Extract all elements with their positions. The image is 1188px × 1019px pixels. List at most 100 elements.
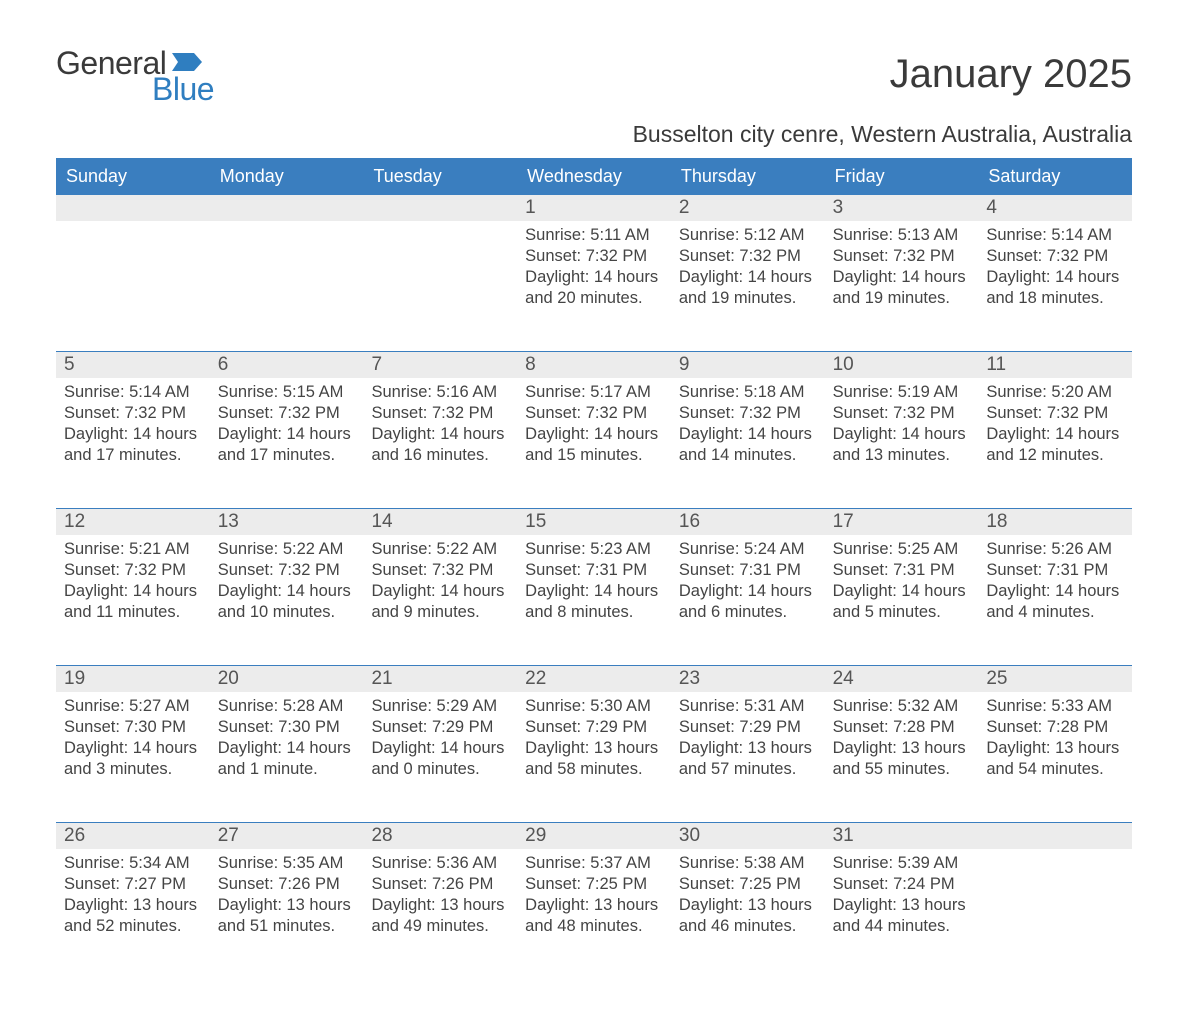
day-cell: Sunrise: 5:29 AMSunset: 7:29 PMDaylight:… [363, 692, 517, 822]
day-cell: Sunrise: 5:31 AMSunset: 7:29 PMDaylight:… [671, 692, 825, 822]
flag-icon [172, 50, 208, 74]
day-info: Sunrise: 5:35 AMSunset: 7:26 PMDaylight:… [210, 849, 364, 937]
day-info: Sunrise: 5:12 AMSunset: 7:32 PMDaylight:… [671, 221, 825, 309]
day-cell [210, 221, 364, 351]
day-number: 17 [825, 509, 979, 535]
day-cell: Sunrise: 5:13 AMSunset: 7:32 PMDaylight:… [825, 221, 979, 351]
calendar-page: General Blue January 2025 Busselton city… [0, 0, 1188, 1019]
day-number: 20 [210, 666, 364, 692]
day-cell: Sunrise: 5:23 AMSunset: 7:31 PMDaylight:… [517, 535, 671, 665]
day-number: 25 [978, 666, 1132, 692]
week-row: Sunrise: 5:34 AMSunset: 7:27 PMDaylight:… [56, 849, 1132, 979]
header-row: General Blue January 2025 [56, 48, 1132, 105]
day-info: Sunrise: 5:15 AMSunset: 7:32 PMDaylight:… [210, 378, 364, 466]
brand-logo: General Blue [56, 48, 214, 105]
day-cell: Sunrise: 5:18 AMSunset: 7:32 PMDaylight:… [671, 378, 825, 508]
day-number-row: 1234 [56, 195, 1132, 221]
day-number: 13 [210, 509, 364, 535]
day-cell: Sunrise: 5:14 AMSunset: 7:32 PMDaylight:… [978, 221, 1132, 351]
day-info: Sunrise: 5:33 AMSunset: 7:28 PMDaylight:… [978, 692, 1132, 780]
day-number: 31 [825, 823, 979, 849]
day-cell: Sunrise: 5:14 AMSunset: 7:32 PMDaylight:… [56, 378, 210, 508]
day-info: Sunrise: 5:14 AMSunset: 7:32 PMDaylight:… [978, 221, 1132, 309]
day-cell: Sunrise: 5:33 AMSunset: 7:28 PMDaylight:… [978, 692, 1132, 822]
day-info: Sunrise: 5:13 AMSunset: 7:32 PMDaylight:… [825, 221, 979, 309]
day-cell [363, 221, 517, 351]
day-number: 7 [363, 352, 517, 378]
day-number-row: 567891011 [56, 351, 1132, 378]
day-cell: Sunrise: 5:34 AMSunset: 7:27 PMDaylight:… [56, 849, 210, 979]
day-number: 3 [825, 195, 979, 221]
day-number: 9 [671, 352, 825, 378]
day-info: Sunrise: 5:14 AMSunset: 7:32 PMDaylight:… [56, 378, 210, 466]
day-cell: Sunrise: 5:39 AMSunset: 7:24 PMDaylight:… [825, 849, 979, 979]
week-row: Sunrise: 5:27 AMSunset: 7:30 PMDaylight:… [56, 692, 1132, 822]
day-number: 15 [517, 509, 671, 535]
day-info: Sunrise: 5:23 AMSunset: 7:31 PMDaylight:… [517, 535, 671, 623]
day-info: Sunrise: 5:36 AMSunset: 7:26 PMDaylight:… [363, 849, 517, 937]
calendar-grid: SundayMondayTuesdayWednesdayThursdayFrid… [56, 158, 1132, 979]
day-number: 4 [978, 195, 1132, 221]
day-number: 23 [671, 666, 825, 692]
day-number-row: 262728293031 [56, 822, 1132, 849]
day-info: Sunrise: 5:34 AMSunset: 7:27 PMDaylight:… [56, 849, 210, 937]
week-row: Sunrise: 5:11 AMSunset: 7:32 PMDaylight:… [56, 221, 1132, 351]
day-number: 28 [363, 823, 517, 849]
day-info: Sunrise: 5:20 AMSunset: 7:32 PMDaylight:… [978, 378, 1132, 466]
day-number: 12 [56, 509, 210, 535]
day-info: Sunrise: 5:30 AMSunset: 7:29 PMDaylight:… [517, 692, 671, 780]
day-cell: Sunrise: 5:17 AMSunset: 7:32 PMDaylight:… [517, 378, 671, 508]
day-info: Sunrise: 5:22 AMSunset: 7:32 PMDaylight:… [210, 535, 364, 623]
day-cell: Sunrise: 5:24 AMSunset: 7:31 PMDaylight:… [671, 535, 825, 665]
weekday-header-cell: Saturday [978, 158, 1132, 195]
day-info: Sunrise: 5:28 AMSunset: 7:30 PMDaylight:… [210, 692, 364, 780]
day-cell: Sunrise: 5:28 AMSunset: 7:30 PMDaylight:… [210, 692, 364, 822]
day-number: 5 [56, 352, 210, 378]
day-info: Sunrise: 5:17 AMSunset: 7:32 PMDaylight:… [517, 378, 671, 466]
day-number: 16 [671, 509, 825, 535]
weekday-header-cell: Friday [825, 158, 979, 195]
day-cell: Sunrise: 5:36 AMSunset: 7:26 PMDaylight:… [363, 849, 517, 979]
day-info: Sunrise: 5:27 AMSunset: 7:30 PMDaylight:… [56, 692, 210, 780]
day-cell: Sunrise: 5:16 AMSunset: 7:32 PMDaylight:… [363, 378, 517, 508]
weekday-header-cell: Sunday [56, 158, 210, 195]
day-info: Sunrise: 5:24 AMSunset: 7:31 PMDaylight:… [671, 535, 825, 623]
day-cell: Sunrise: 5:37 AMSunset: 7:25 PMDaylight:… [517, 849, 671, 979]
day-cell: Sunrise: 5:19 AMSunset: 7:32 PMDaylight:… [825, 378, 979, 508]
day-number [978, 823, 1132, 849]
weekday-header-cell: Monday [210, 158, 364, 195]
day-number: 26 [56, 823, 210, 849]
day-cell: Sunrise: 5:12 AMSunset: 7:32 PMDaylight:… [671, 221, 825, 351]
day-info: Sunrise: 5:18 AMSunset: 7:32 PMDaylight:… [671, 378, 825, 466]
day-cell: Sunrise: 5:22 AMSunset: 7:32 PMDaylight:… [210, 535, 364, 665]
day-number-row: 12131415161718 [56, 508, 1132, 535]
day-cell: Sunrise: 5:15 AMSunset: 7:32 PMDaylight:… [210, 378, 364, 508]
day-cell: Sunrise: 5:21 AMSunset: 7:32 PMDaylight:… [56, 535, 210, 665]
weekday-header-cell: Tuesday [363, 158, 517, 195]
day-cell [56, 221, 210, 351]
day-cell: Sunrise: 5:25 AMSunset: 7:31 PMDaylight:… [825, 535, 979, 665]
day-info: Sunrise: 5:38 AMSunset: 7:25 PMDaylight:… [671, 849, 825, 937]
day-number: 30 [671, 823, 825, 849]
page-title: January 2025 [890, 52, 1132, 97]
day-cell: Sunrise: 5:35 AMSunset: 7:26 PMDaylight:… [210, 849, 364, 979]
day-cell: Sunrise: 5:30 AMSunset: 7:29 PMDaylight:… [517, 692, 671, 822]
day-cell: Sunrise: 5:22 AMSunset: 7:32 PMDaylight:… [363, 535, 517, 665]
day-number-row: 19202122232425 [56, 665, 1132, 692]
weekday-header-cell: Wednesday [517, 158, 671, 195]
day-info: Sunrise: 5:29 AMSunset: 7:29 PMDaylight:… [363, 692, 517, 780]
day-number: 27 [210, 823, 364, 849]
day-cell: Sunrise: 5:11 AMSunset: 7:32 PMDaylight:… [517, 221, 671, 351]
day-info: Sunrise: 5:19 AMSunset: 7:32 PMDaylight:… [825, 378, 979, 466]
week-row: Sunrise: 5:21 AMSunset: 7:32 PMDaylight:… [56, 535, 1132, 665]
day-number: 29 [517, 823, 671, 849]
weekday-header-cell: Thursday [671, 158, 825, 195]
day-info: Sunrise: 5:16 AMSunset: 7:32 PMDaylight:… [363, 378, 517, 466]
day-info: Sunrise: 5:31 AMSunset: 7:29 PMDaylight:… [671, 692, 825, 780]
day-number: 8 [517, 352, 671, 378]
day-number: 22 [517, 666, 671, 692]
day-number: 10 [825, 352, 979, 378]
day-cell: Sunrise: 5:20 AMSunset: 7:32 PMDaylight:… [978, 378, 1132, 508]
day-cell: Sunrise: 5:38 AMSunset: 7:25 PMDaylight:… [671, 849, 825, 979]
weekday-header-row: SundayMondayTuesdayWednesdayThursdayFrid… [56, 158, 1132, 195]
